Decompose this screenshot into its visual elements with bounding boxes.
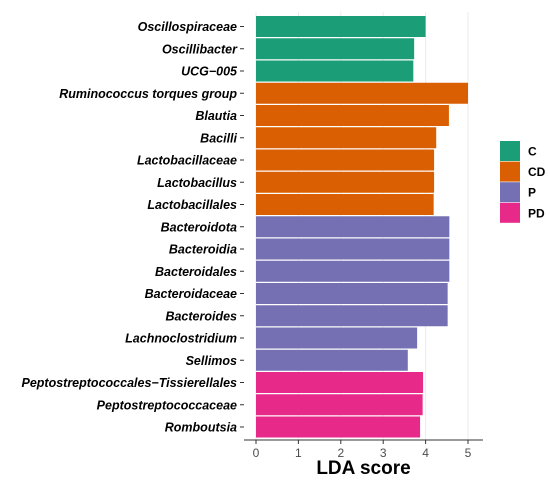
y-tick-label-1: Oscillibacter (162, 42, 238, 56)
y-tick-label-8: Lactobacillales (147, 198, 237, 212)
y-tick-label-14: Lachnoclostridium (125, 332, 237, 346)
x-axis: 0 1 2 3 4 5 (244, 439, 483, 460)
y-tick-label-4: Blautia (195, 109, 237, 123)
legend-label-c: C (528, 145, 537, 159)
bar-17 (256, 394, 423, 416)
y-tick-label-15: Sellimos (186, 354, 237, 368)
bar-7 (256, 171, 435, 193)
bar-2 (256, 60, 414, 82)
bar-8 (256, 194, 434, 215)
bar-0 (256, 16, 426, 37)
bar-16 (256, 372, 424, 393)
legend-key-c (500, 141, 520, 161)
bar-4 (256, 105, 449, 126)
y-tick-label-13: Bacteroides (165, 309, 237, 323)
x-tick-label-5: 5 (465, 446, 472, 460)
bar-3 (256, 82, 468, 104)
y-tick-label-7: Lactobacillus (157, 176, 237, 190)
y-tick-label-2: UCG−005 (181, 65, 238, 79)
y-tick-label-17: Peptostreptococcaceae (97, 398, 237, 412)
bar-15 (256, 349, 408, 371)
y-tick-label-9: Bacteroidota (161, 220, 237, 234)
bar-5 (256, 127, 437, 149)
x-tick-label-4: 4 (422, 446, 429, 460)
bars (256, 16, 468, 438)
legend-label-p: P (528, 186, 536, 200)
bar-13 (256, 305, 448, 327)
bar-10 (256, 238, 450, 260)
y-tick-label-6: Lactobacillaceae (137, 154, 237, 168)
x-tick-label-1: 1 (295, 446, 302, 460)
x-tick-label-3: 3 (380, 446, 387, 460)
y-tick-label-3: Ruminococcus torques group (59, 87, 237, 101)
y-axis: Oscillospiraceae Oscillibacter UCG−005 Rumi… (21, 20, 244, 435)
bar-11 (256, 260, 450, 282)
legend-key-p (500, 182, 520, 203)
y-tick-label-5: Bacilli (200, 131, 237, 145)
bar-18 (256, 416, 421, 438)
y-tick-label-11: Bacteroidales (155, 265, 237, 279)
y-tick-label-16: Peptostreptococcales−Tissierellales (21, 376, 237, 390)
y-tick-label-18: Romboutsia (165, 421, 237, 435)
y-tick-label-10: Bacteroidia (169, 243, 237, 257)
bar-1 (256, 38, 415, 60)
x-tick-label-0: 0 (253, 446, 260, 460)
legend-label-pd: PD (528, 206, 545, 220)
x-axis-title: LDA score (316, 458, 410, 479)
bar-12 (256, 283, 448, 304)
legend: C CD P PD (500, 141, 546, 223)
bar-9 (256, 216, 450, 238)
legend-key-pd (500, 202, 520, 223)
x-tick-label-2: 2 (337, 446, 344, 460)
bar-14 (256, 327, 418, 349)
y-tick-label-12: Bacteroidaceae (145, 287, 237, 301)
legend-label-cd: CD (528, 165, 546, 179)
y-tick-label-0: Oscillospiraceae (138, 20, 237, 34)
bar-6 (256, 149, 435, 171)
legend-key-cd (500, 161, 520, 182)
